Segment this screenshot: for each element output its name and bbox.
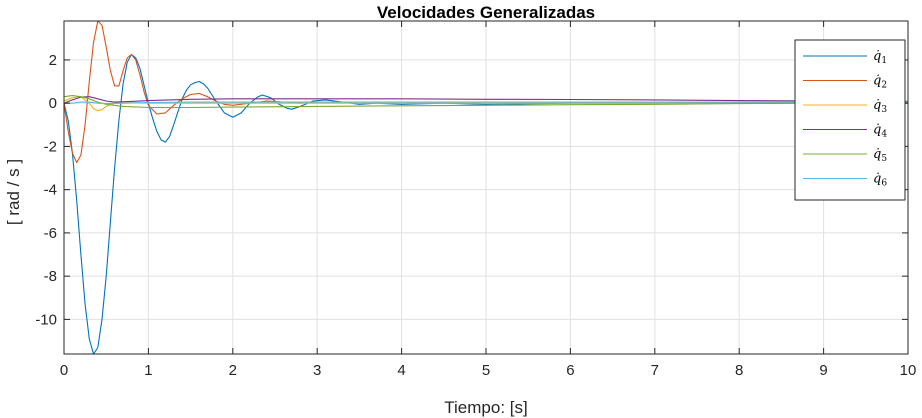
legend-label-5: q̇5	[873, 147, 887, 164]
y-tick-label: -4	[44, 182, 57, 199]
x-axis-label: Tiempo: [s]	[444, 398, 527, 417]
series-line-5	[64, 95, 908, 109]
y-tick-labels: 2 0 -2 -4 -6 -8 -10	[35, 52, 57, 328]
y-tick-label: 2	[49, 52, 57, 69]
series-line-4	[64, 96, 908, 104]
y-tick-label: -6	[44, 225, 57, 242]
y-tick-label: 0	[49, 95, 57, 112]
series-line-3	[64, 96, 908, 112]
x-tick-label: 8	[735, 362, 743, 379]
series-line-6	[64, 101, 908, 105]
axes	[63, 20, 909, 355]
chart-title: Velocidades Generalizadas	[377, 3, 595, 22]
legend-label-1: q̇1	[873, 49, 887, 66]
x-tick-label: 5	[482, 362, 490, 379]
legend-label-2: q̇2	[873, 74, 887, 91]
x-tick-labels: 0 1 2 3 4 5 6 7 8 9 10	[60, 362, 917, 379]
x-tick-label: 1	[144, 362, 152, 379]
x-tick-label: 2	[229, 362, 237, 379]
series-lines	[64, 21, 908, 354]
y-tick-label: -10	[35, 311, 57, 328]
x-tick-label: 3	[313, 362, 321, 379]
legend-label-4: q̇4	[873, 123, 887, 140]
legend-label-6: q̇6	[873, 172, 887, 189]
legend-label-3: q̇3	[873, 98, 887, 115]
y-axis-label: [ rad / s ]	[4, 159, 23, 225]
x-tick-label: 7	[651, 362, 659, 379]
x-tick-label: 10	[900, 362, 917, 379]
x-tick-label: 9	[819, 362, 827, 379]
y-tick-label: -2	[44, 138, 57, 155]
legend: q̇1 q̇2 q̇3 q̇4 q̇5 q̇6	[794, 39, 906, 201]
x-tick-label: 4	[397, 362, 405, 379]
x-tick-label: 0	[60, 362, 68, 379]
y-tick-label: -8	[44, 268, 57, 285]
legend-box	[794, 39, 906, 201]
x-tick-label: 6	[566, 362, 574, 379]
